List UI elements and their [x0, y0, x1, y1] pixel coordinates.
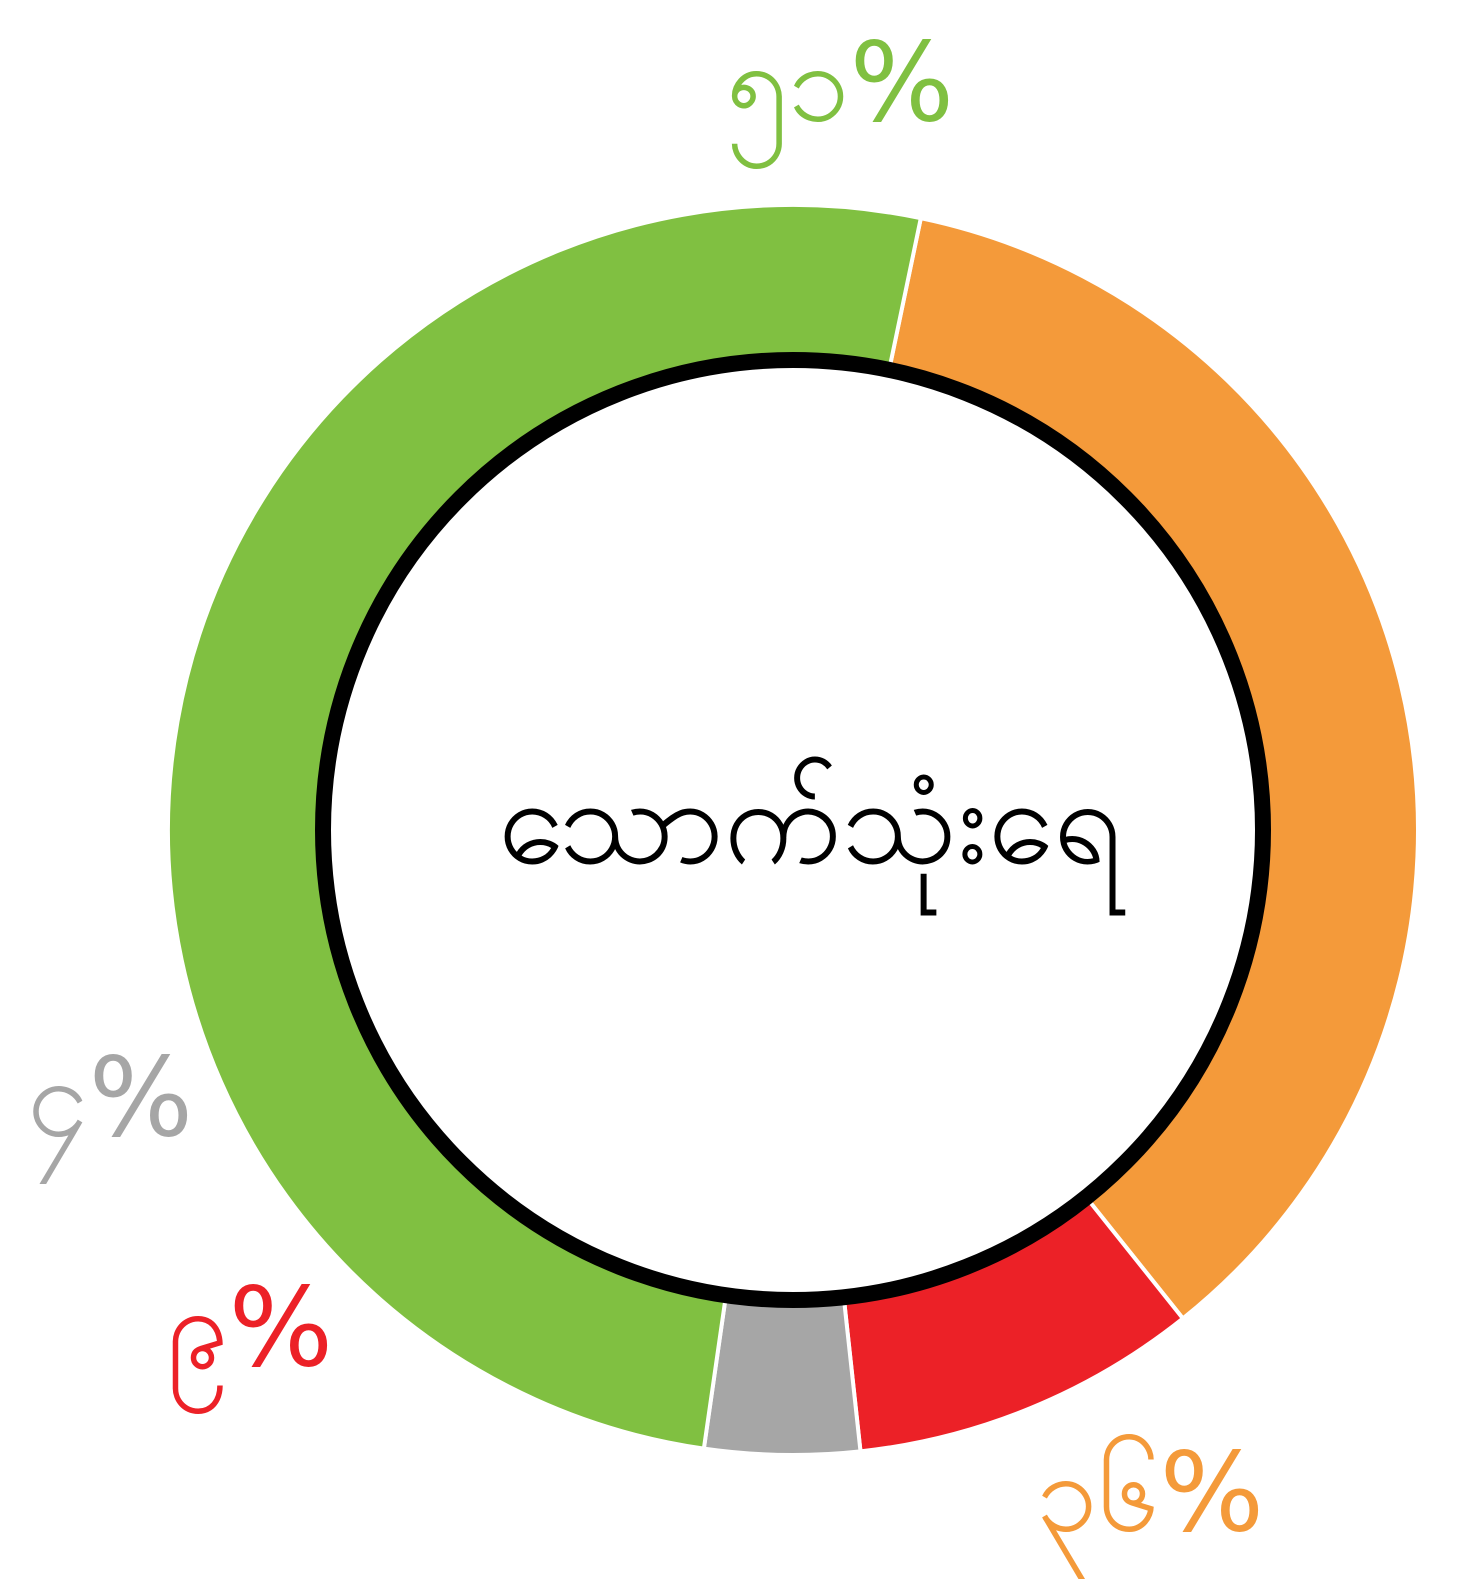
center-circle	[315, 352, 1271, 1308]
value-label: ၃၆%	[1036, 1428, 1264, 1578]
value-label: ၅၁%	[726, 18, 954, 168]
value-label: ၉%	[167, 1263, 333, 1413]
chart-title: သောက်သုံးရေ	[498, 753, 1126, 916]
donut-segment	[701, 1283, 863, 1457]
value-label: ၄%	[27, 1033, 193, 1183]
